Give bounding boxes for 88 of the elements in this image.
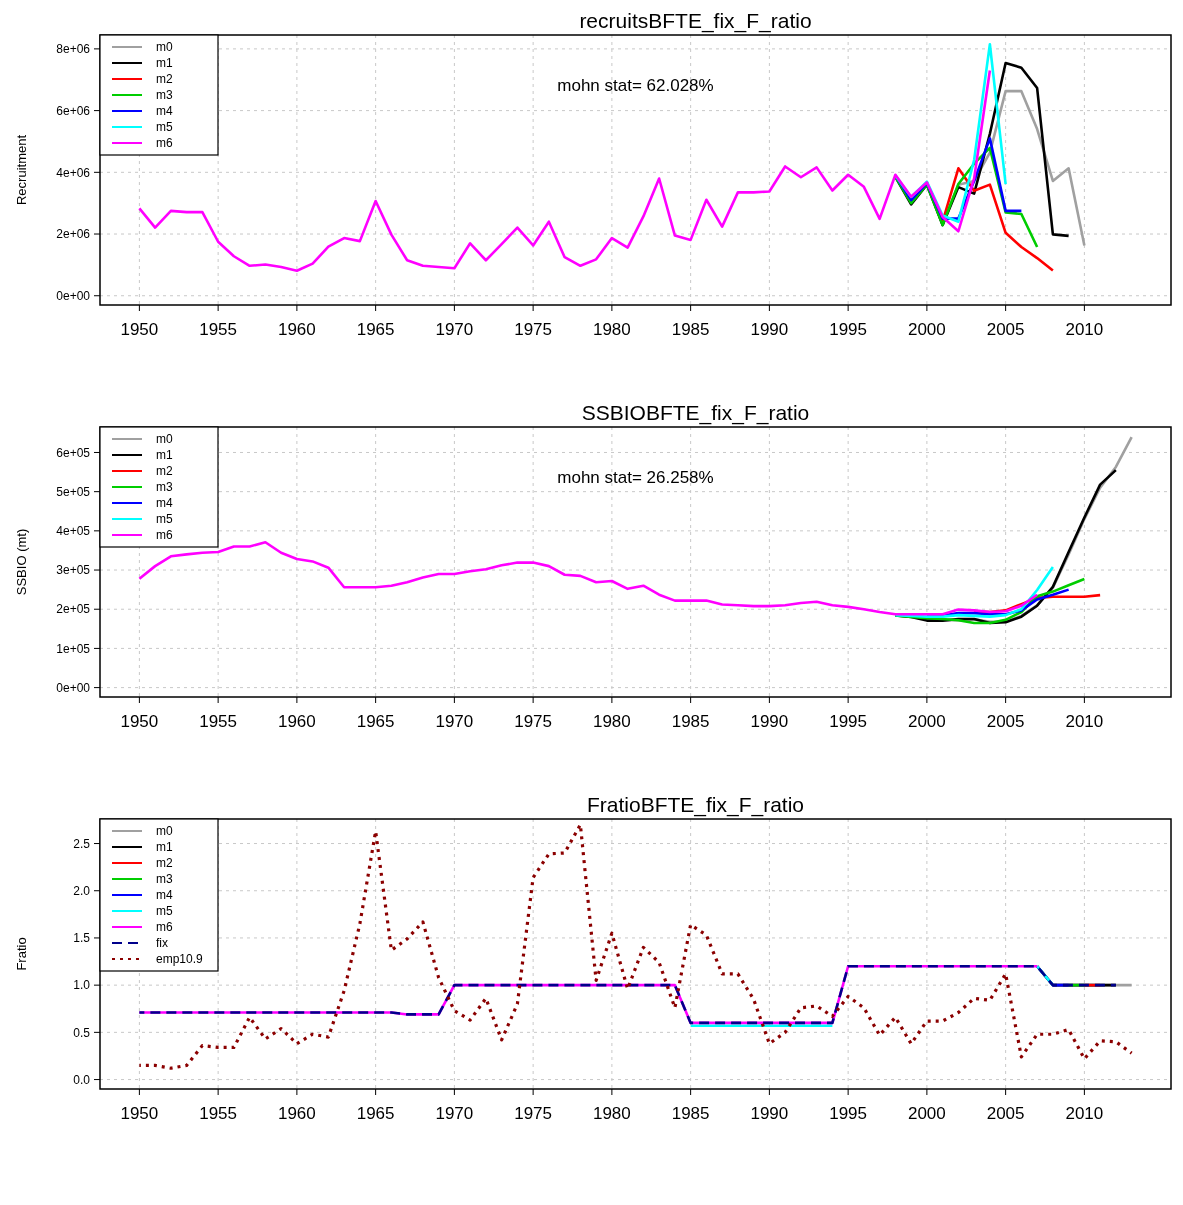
- y-tick-label: 6e+05: [56, 445, 91, 460]
- x-tick-label: 1985: [671, 320, 710, 339]
- x-tick-label: 1975: [514, 1104, 553, 1123]
- y-tick-label: 8e+06: [56, 42, 91, 57]
- y-tick-label: 0.0: [73, 1072, 91, 1087]
- y-tick-label: 0e+00: [56, 288, 91, 303]
- x-tick-label: 1965: [356, 712, 395, 731]
- legend-label: emp10.9: [156, 952, 204, 967]
- legend-label: m0: [156, 432, 173, 447]
- legend-label: m3: [156, 872, 173, 887]
- y-tick-label: 0.5: [73, 1025, 91, 1040]
- legend-label: m5: [156, 120, 173, 135]
- legend-label: fix: [156, 936, 168, 951]
- legend-label: m6: [156, 136, 173, 151]
- x-tick-label: 2010: [1065, 1104, 1104, 1123]
- legend-label: m5: [156, 512, 173, 527]
- y-tick-label: 2.0: [73, 883, 91, 898]
- x-tick-label: 1950: [120, 1104, 159, 1123]
- x-tick-label: 1970: [435, 320, 474, 339]
- x-tick-label: 1955: [199, 1104, 238, 1123]
- legend-label: m4: [156, 104, 173, 119]
- legend-label: m2: [156, 464, 173, 479]
- legend-label: m4: [156, 888, 173, 903]
- x-tick-label: 1985: [671, 712, 710, 731]
- legend-label: m2: [156, 856, 173, 871]
- y-tick-label: 1.0: [73, 978, 91, 993]
- x-tick-label: 2000: [907, 320, 946, 339]
- x-tick-label: 2000: [907, 1104, 946, 1123]
- legend-label: m1: [156, 840, 173, 855]
- x-tick-label: 1970: [435, 712, 474, 731]
- y-tick-label: 0e+00: [56, 680, 91, 695]
- legend-label: m1: [156, 448, 173, 463]
- x-tick-label: 1955: [199, 320, 238, 339]
- legend-label: m6: [156, 920, 173, 935]
- chart-title: FratioBFTE_fix_F_ratio: [586, 793, 805, 817]
- y-tick-label: 4e+05: [56, 524, 91, 539]
- x-tick-label: 1955: [199, 712, 238, 731]
- y-axis-title: Fratio: [14, 937, 29, 971]
- x-tick-label: 2005: [986, 1104, 1025, 1123]
- y-axis-title: Recruitment: [14, 134, 29, 206]
- x-tick-label: 1990: [750, 320, 789, 339]
- annotation: mohn stat= 26.258%: [557, 468, 714, 487]
- y-tick-label: 6e+06: [56, 103, 91, 118]
- x-tick-label: 2000: [907, 712, 946, 731]
- y-tick-label: 1e+05: [56, 641, 91, 656]
- legend-label: m3: [156, 88, 173, 103]
- y-tick-label: 4e+06: [56, 165, 91, 180]
- y-tick-label: 5e+05: [56, 484, 91, 499]
- x-tick-label: 1980: [592, 712, 631, 731]
- legend-label: m4: [156, 496, 173, 511]
- x-tick-label: 2005: [986, 320, 1025, 339]
- chart-title: SSBIOBFTE_fix_F_ratio: [581, 401, 810, 425]
- y-axis-title: SSBIO (mt): [14, 528, 29, 596]
- x-tick-label: 1990: [750, 712, 789, 731]
- x-tick-label: 1950: [120, 320, 159, 339]
- x-tick-label: 2010: [1065, 712, 1104, 731]
- legend-label: m0: [156, 40, 173, 55]
- legend-label: m0: [156, 824, 173, 839]
- legend-label: m1: [156, 56, 173, 71]
- x-tick-label: 1965: [356, 320, 395, 339]
- x-tick-label: 1980: [592, 320, 631, 339]
- legend-label: m3: [156, 480, 173, 495]
- y-tick-label: 2e+05: [56, 602, 91, 617]
- x-tick-label: 1960: [277, 320, 316, 339]
- annotation: mohn stat= 62.028%: [557, 76, 714, 95]
- x-tick-label: 1965: [356, 1104, 395, 1123]
- y-tick-label: 2e+06: [56, 227, 91, 242]
- y-tick-label: 3e+05: [56, 563, 91, 578]
- y-tick-label: 2.5: [73, 836, 91, 851]
- legend-label: m2: [156, 72, 173, 87]
- x-tick-label: 1975: [514, 320, 553, 339]
- x-tick-label: 1960: [277, 1104, 316, 1123]
- x-tick-label: 2005: [986, 712, 1025, 731]
- x-tick-label: 1975: [514, 712, 553, 731]
- x-tick-label: 1990: [750, 1104, 789, 1123]
- legend-label: m5: [156, 904, 173, 919]
- x-tick-label: 2010: [1065, 320, 1104, 339]
- x-tick-label: 1995: [829, 320, 868, 339]
- x-tick-label: 1960: [277, 712, 316, 731]
- chart-title: recruitsBFTE_fix_F_ratio: [579, 9, 812, 33]
- x-tick-label: 1985: [671, 1104, 710, 1123]
- x-tick-label: 1995: [829, 712, 868, 731]
- x-tick-label: 1950: [120, 712, 159, 731]
- x-tick-label: 1970: [435, 1104, 474, 1123]
- y-tick-label: 1.5: [73, 931, 91, 946]
- legend-label: m6: [156, 528, 173, 543]
- x-tick-label: 1980: [592, 1104, 631, 1123]
- x-tick-label: 1995: [829, 1104, 868, 1123]
